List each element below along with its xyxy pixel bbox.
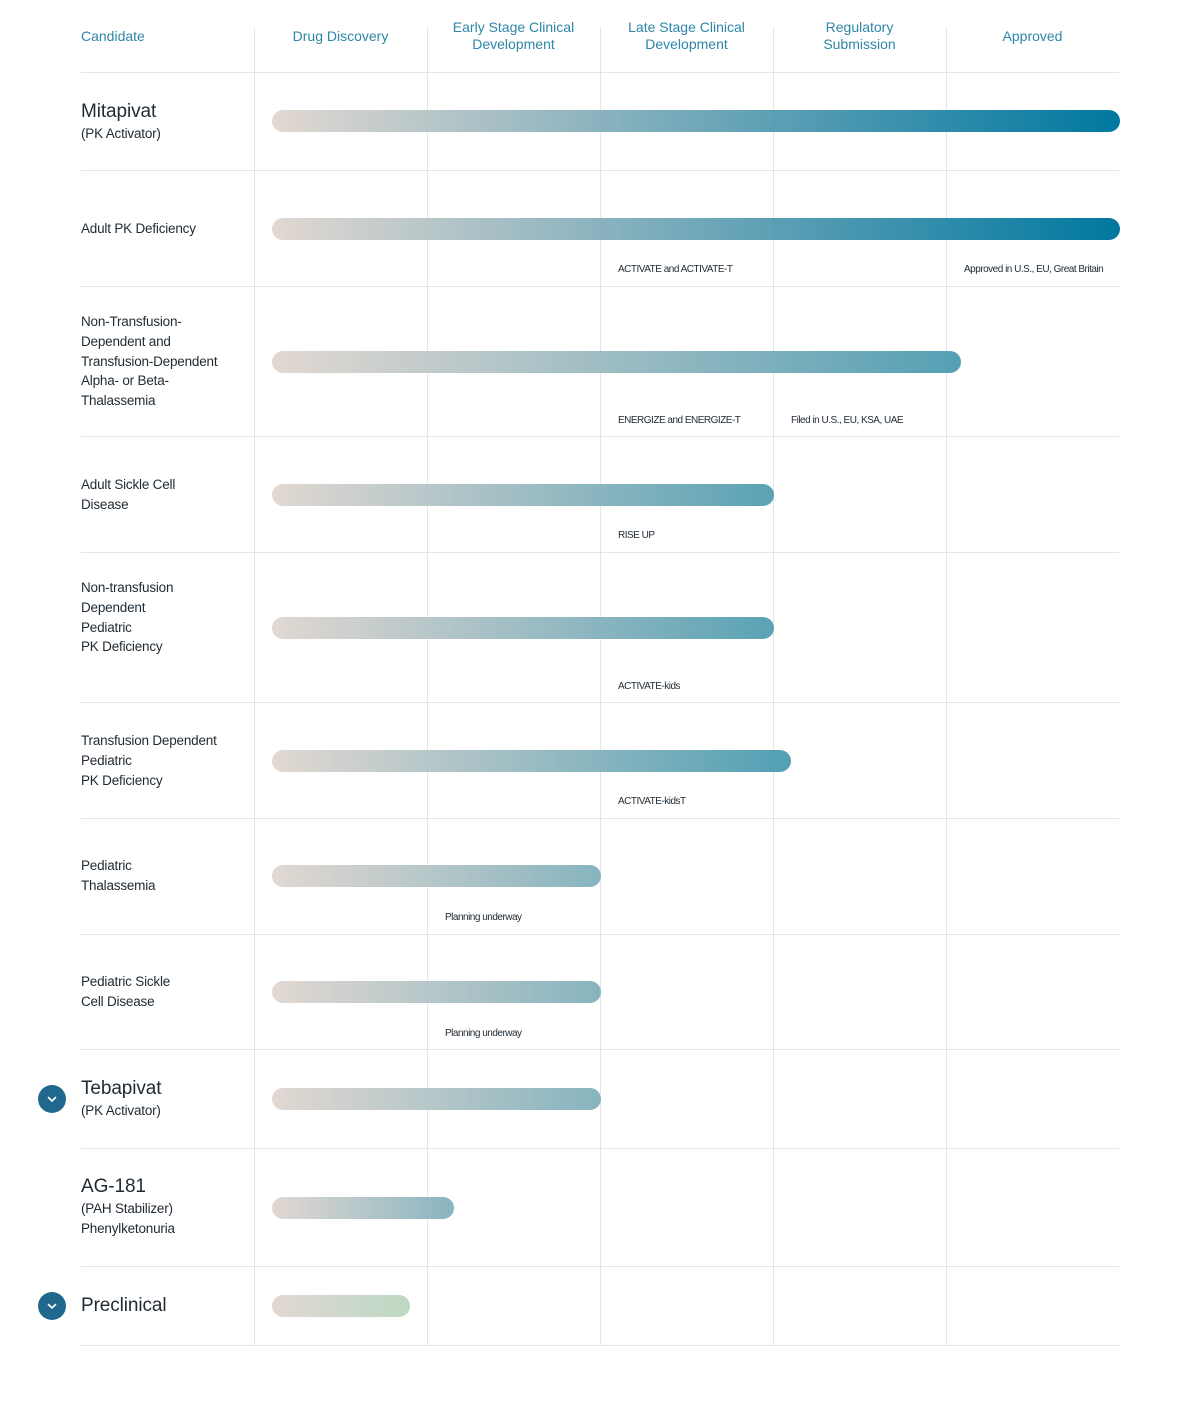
candidate-name: AG-181 [81, 1176, 146, 1197]
row-label-pediatric-thalassemia: Pediatric Thalassemia [81, 856, 246, 896]
row-label-ag-181: AG-181 (PAH Stabilizer) Phenylketonuria [81, 1175, 246, 1239]
progress-bar-pediatric-sickle-cell [272, 981, 601, 1003]
candidate-subtitle: (PK Activator) [81, 1103, 161, 1118]
row-label-adult-sickle-cell: Adult Sickle Cell Disease [81, 475, 246, 515]
trial-annotation: Planning underway [445, 912, 522, 923]
row-label-td-pediatric-pk: Transfusion Dependent Pediatric PK Defic… [81, 731, 246, 790]
row-label-preclinical: Preclinical [81, 1294, 246, 1318]
header-drug-discovery: Drug Discovery [292, 27, 389, 44]
progress-bar-mitapivat [272, 110, 1120, 132]
progress-bar-tebapivat [272, 1088, 601, 1110]
row-label-ntd-pediatric-pk: Non-transfusion Dependent Pediatric PK D… [81, 578, 246, 657]
candidate-name: Preclinical [81, 1295, 167, 1316]
expand-tebapivat-button[interactable] [38, 1085, 66, 1113]
header-approved: Approved [1002, 27, 1063, 44]
trial-annotation: Approved in U.S., EU, Great Britain [964, 264, 1104, 275]
grid-line-vertical [600, 28, 601, 1345]
indication-label: Adult PK Deficiency [81, 221, 196, 236]
trial-annotation: RISE UP [618, 530, 655, 541]
row-label-mitapivat: Mitapivat (PK Activator) [81, 100, 246, 144]
trial-annotation: Planning underway [445, 1028, 522, 1039]
trial-annotation: ACTIVATE and ACTIVATE-T [618, 264, 733, 275]
progress-bar-td-pediatric-pk [272, 750, 791, 772]
chevron-down-icon [47, 1096, 57, 1102]
candidate-subtitle: (PAH Stabilizer) Phenylketonuria [81, 1201, 175, 1236]
progress-bar-adult-sickle-cell [272, 484, 774, 506]
indication-label: Pediatric Thalassemia [81, 858, 156, 893]
header-regulatory-submission: Regulatory Submission [823, 19, 896, 52]
grid-line-vertical [946, 28, 947, 1345]
candidate-subtitle: (PK Activator) [81, 126, 161, 141]
grid-line-horizontal [81, 1345, 1119, 1346]
progress-bar-preclinical [272, 1295, 411, 1317]
expand-preclinical-button[interactable] [38, 1292, 66, 1320]
trial-annotation: ACTIVATE-kidsT [618, 796, 686, 807]
indication-label: Non-Transfusion- Dependent and Transfusi… [81, 314, 218, 409]
trial-annotation: Filed in U.S., EU, KSA, UAE [791, 415, 904, 426]
indication-label: Adult Sickle Cell Disease [81, 477, 176, 512]
grid-line-vertical [254, 28, 255, 1345]
row-label-tebapivat: Tebapivat (PK Activator) [81, 1077, 246, 1121]
candidate-name: Tebapivat [81, 1078, 162, 1099]
progress-bar-ag-181 [272, 1197, 454, 1219]
indication-label: Pediatric Sickle Cell Disease [81, 974, 171, 1009]
header-candidate: Candidate [81, 27, 145, 44]
trial-annotation: ENERGIZE and ENERGIZE-T [618, 415, 741, 426]
grid-line-vertical [773, 28, 774, 1345]
candidate-name: Mitapivat [81, 101, 157, 122]
progress-bar-pediatric-thalassemia [272, 865, 601, 887]
grid-line-vertical [427, 28, 428, 1345]
header-late-stage: Late Stage Clinical Development [628, 19, 745, 52]
chevron-down-icon [47, 1303, 57, 1309]
trial-annotation: ACTIVATE-kids [618, 681, 681, 692]
row-label-thalassemia: Non-Transfusion- Dependent and Transfusi… [81, 312, 246, 411]
row-label-pediatric-sickle-cell: Pediatric Sickle Cell Disease [81, 972, 246, 1012]
header-early-stage: Early Stage Clinical Development [452, 19, 575, 52]
indication-label: Transfusion Dependent Pediatric PK Defic… [81, 733, 217, 788]
progress-bar-adult-pk-deficiency [272, 218, 1120, 240]
progress-bar-thalassemia [272, 351, 961, 373]
progress-bar-ntd-pediatric-pk [272, 617, 774, 639]
row-label-adult-pk-deficiency: Adult PK Deficiency [81, 219, 246, 239]
indication-label: Non-transfusion Dependent Pediatric PK D… [81, 580, 174, 655]
